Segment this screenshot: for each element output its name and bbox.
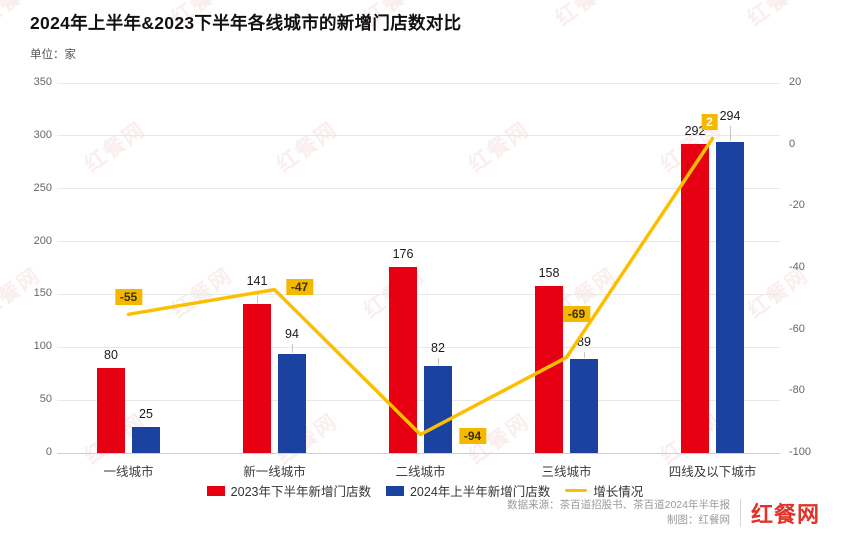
footer: 数据来源：茶百道招股书、茶百道2024年半年报 制图：红餐网 红餐网: [507, 497, 820, 529]
right-axis-tick: -40: [789, 261, 805, 273]
bar-value-label: 294: [719, 109, 741, 124]
bar-value-label: 158: [538, 265, 560, 280]
legend-label-2024h1: 2024年上半年新增门店数: [409, 485, 551, 499]
left-axis-tick: 300: [33, 128, 52, 141]
bar-value-label: 89: [577, 334, 591, 349]
gridline: [57, 452, 780, 454]
brand-logo: 红餐网: [750, 502, 820, 527]
bar-2024h1: [716, 142, 744, 453]
growth-value-label: 2: [701, 113, 718, 130]
bar-2024h1: [278, 353, 306, 453]
legend: 2023年下半年新增门店数 2024年上半年新增门店数 增长情况: [0, 481, 850, 500]
bar-2023h2: [97, 368, 125, 453]
bar-value-label: 176: [392, 246, 414, 261]
legend-item-2024h1: 2024年上半年新增门店数: [385, 481, 551, 500]
left-axis-tick: 200: [33, 234, 52, 247]
category-label: 二线城市: [395, 465, 446, 479]
gridline: [57, 346, 780, 348]
label-leader-line: [584, 351, 585, 358]
gridline: [57, 135, 780, 137]
legend-label-2023h2: 2023年下半年新增门店数: [230, 485, 371, 499]
bar-value-label: 141: [246, 273, 268, 288]
footer-divider: [739, 499, 741, 527]
gridline: [57, 293, 780, 295]
right-axis-tick: -60: [789, 322, 805, 335]
category-label: 四线及以下城市: [668, 465, 757, 479]
left-axis-tick: 350: [33, 76, 52, 88]
bar-value-label: 292: [684, 124, 706, 139]
unit-label: 单位：家: [30, 49, 76, 61]
category-label: 新一线城市: [243, 465, 306, 479]
left-axis-tick: 250: [33, 181, 52, 194]
bar-2024h1: [570, 358, 598, 453]
growth-value-label: -47: [285, 278, 314, 295]
label-leader-line: [438, 358, 439, 366]
label-leader-line: [292, 343, 293, 353]
category-label: 三线城市: [541, 465, 592, 479]
left-axis-tick: 50: [39, 393, 52, 406]
growth-value-label: -69: [562, 306, 591, 323]
line-swatch-icon: [565, 488, 588, 493]
gridline: [57, 399, 780, 401]
gridline: [57, 82, 780, 84]
right-axis-tick: -100: [789, 446, 812, 458]
label-leader-line: [257, 290, 258, 303]
bar-2024h1: [132, 426, 160, 453]
growth-value-label: -94: [458, 427, 487, 444]
right-axis-tick: 0: [789, 137, 796, 150]
bar-2023h2: [535, 285, 563, 453]
gridline: [57, 241, 780, 243]
legend-item-2023h2: 2023年下半年新增门店数: [206, 481, 371, 500]
bar-2024h1: [424, 366, 452, 453]
right-axis-tick: 20: [789, 76, 802, 88]
label-leader-line: [730, 126, 731, 142]
source-credit: 数据来源：茶百道招股书、茶百道2024年半年报 制图：红餐网: [507, 498, 730, 528]
bar-value-label: 80: [104, 348, 118, 363]
category-label: 一线城市: [103, 465, 154, 479]
bar-2023h2: [681, 144, 709, 453]
gridline: [57, 188, 780, 190]
bar-value-label: 82: [431, 341, 445, 356]
bar-2023h2: [389, 266, 417, 453]
left-axis-tick: 0: [45, 446, 52, 458]
chart-title: 2024年上半年&2023下半年各线城市的新增门店数对比: [30, 13, 462, 33]
bar-value-label: 94: [285, 326, 299, 341]
legend-item-growth: 增长情况: [565, 481, 643, 500]
blue-swatch-icon: [385, 485, 404, 496]
left-axis-tick: 150: [33, 287, 52, 300]
red-swatch-icon: [206, 485, 225, 496]
growth-value-label: -55: [114, 289, 143, 306]
source-line: 数据来源：茶百道招股书、茶百道2024年半年报: [507, 499, 730, 511]
left-axis-tick: 100: [33, 340, 52, 353]
bar-2023h2: [243, 303, 271, 453]
right-axis-tick: -80: [789, 384, 805, 397]
credit-line: 制图：红餐网: [666, 514, 730, 526]
bar-value-label: 25: [139, 406, 153, 421]
legend-label-growth: 增长情况: [593, 485, 644, 499]
right-axis-tick: -20: [789, 199, 805, 212]
